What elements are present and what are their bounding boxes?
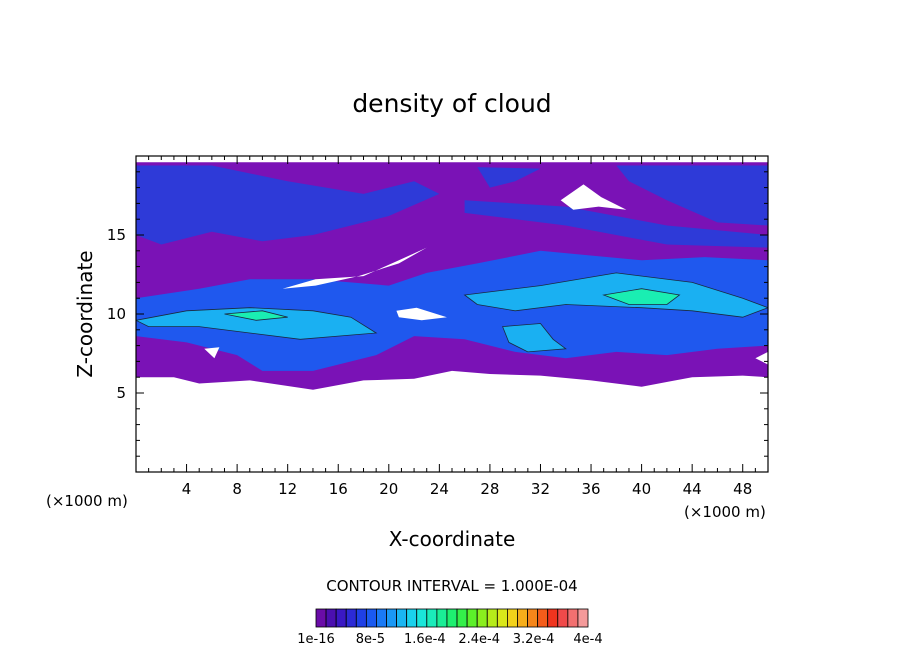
colorbar-label: 4e-4 xyxy=(573,632,602,647)
colorbar-label: 3.2e-4 xyxy=(513,632,555,647)
contour-region-peak-9 xyxy=(602,288,681,305)
x-tick-label: 20 xyxy=(379,480,398,498)
x-tick-label: 24 xyxy=(430,480,449,498)
contour-region-gap-14 xyxy=(204,347,220,359)
colorbar-swatch xyxy=(507,608,518,628)
x-tick-label: 48 xyxy=(733,480,752,498)
y-tick-label: 10 xyxy=(107,305,126,323)
colorbar-swatch xyxy=(446,608,458,628)
colorbar-swatch xyxy=(376,608,387,628)
colorbar-swatch xyxy=(466,608,478,628)
contour-region-peak-10 xyxy=(224,310,288,321)
colorbar-label: 2.4e-4 xyxy=(458,632,500,647)
contour-region-mid-2 xyxy=(477,167,541,188)
contour-region-high-6 xyxy=(136,307,378,340)
colorbar-swatch xyxy=(406,608,418,628)
contour-region-high-8 xyxy=(502,323,567,353)
colorbar-swatch xyxy=(476,608,488,628)
contour-region-gap-12 xyxy=(282,247,427,289)
y-unit-label: (×1000 m) xyxy=(46,492,128,510)
colorbar-swatch xyxy=(557,608,569,628)
y-tick-label: 15 xyxy=(107,226,126,244)
colorbar xyxy=(315,608,589,628)
colorbar-swatch xyxy=(577,608,589,628)
x-unit-label: (×1000 m) xyxy=(684,503,766,521)
contour-region-mid-1 xyxy=(136,165,440,245)
contour-region-mid-3 xyxy=(616,165,768,226)
contour-region-mid-4 xyxy=(464,200,768,248)
chart-title: density of cloud xyxy=(352,89,551,118)
colorbar-swatch xyxy=(426,608,438,628)
x-tick-label: 8 xyxy=(232,480,242,498)
contour-region-gap-13 xyxy=(396,307,447,321)
contour-region-gap-11 xyxy=(560,184,627,210)
colorbar-swatch xyxy=(517,608,528,628)
colorbar-swatch xyxy=(456,608,468,628)
y-axis-label: Z-coordinate xyxy=(73,250,97,377)
y-tick-label: 5 xyxy=(116,384,126,402)
x-axis-label: X-coordinate xyxy=(389,527,516,551)
colorbar-swatch xyxy=(365,608,377,628)
colorbar-swatch xyxy=(396,608,408,628)
y-axis-ticks: 5 10 15 xyxy=(107,155,768,473)
colorbar-swatch xyxy=(527,608,539,628)
x-tick-label: 12 xyxy=(278,480,297,498)
x-axis-ticks: 4 8 12 16 20 24 28 32 36 40 44 48 xyxy=(135,156,769,498)
x-tick-label: 28 xyxy=(480,480,499,498)
colorbar-labels: 1e-16 8e-5 1.6e-4 2.4e-4 3.2e-4 4e-4 xyxy=(297,632,602,647)
colorbar-swatch xyxy=(547,608,559,628)
x-tick-label: 32 xyxy=(531,480,550,498)
colorbar-swatch xyxy=(355,608,367,628)
colorbar-swatch xyxy=(416,608,428,628)
colorbar-swatch xyxy=(315,608,327,628)
colorbar-swatch xyxy=(537,608,549,628)
x-tick-label: 44 xyxy=(683,480,702,498)
colorbar-swatch xyxy=(436,608,448,628)
colorbar-swatch xyxy=(567,608,579,628)
x-tick-label: 36 xyxy=(581,480,600,498)
colorbar-swatch xyxy=(345,608,357,628)
colorbar-label: 8e-5 xyxy=(356,632,385,647)
x-tick-label: 40 xyxy=(632,480,651,498)
contour-interval-text: CONTOUR INTERVAL = 1.000E-04 xyxy=(326,577,577,595)
x-tick-label: 4 xyxy=(182,480,192,498)
contour-fields xyxy=(136,162,768,390)
colorbar-label: 1e-16 xyxy=(297,632,335,647)
colorbar-swatch xyxy=(386,608,397,628)
colorbar-swatch xyxy=(496,608,508,628)
colorbar-swatch xyxy=(335,608,347,628)
colorbar-swatch xyxy=(325,608,337,628)
colorbar-swatch xyxy=(486,608,498,628)
colorbar-label: 1.6e-4 xyxy=(404,632,446,647)
x-tick-label: 16 xyxy=(329,480,348,498)
